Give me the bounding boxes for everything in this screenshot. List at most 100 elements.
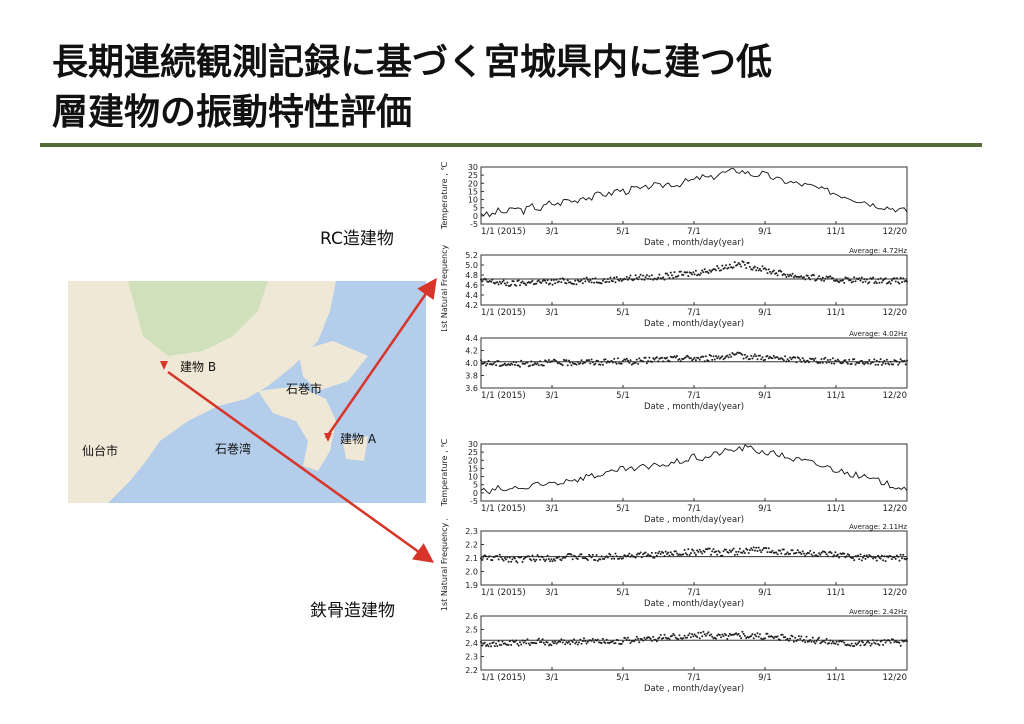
- data-point: [826, 555, 829, 558]
- data-point: [493, 645, 496, 648]
- data-point: [863, 554, 866, 557]
- data-point: [521, 560, 524, 563]
- data-point: [527, 642, 530, 645]
- data-point: [502, 559, 505, 562]
- data-point: [814, 357, 817, 360]
- data-point: [673, 355, 676, 358]
- data-point: [537, 279, 540, 282]
- x-tick-label: 11/1: [826, 504, 845, 514]
- data-point: [578, 641, 580, 644]
- map-oshika: [258, 386, 336, 471]
- data-point: [718, 634, 721, 636]
- data-point: [490, 280, 493, 283]
- data-point: [529, 364, 531, 367]
- y-axis-label: 1st Natural Frequency , Hz: [440, 519, 449, 611]
- data-point: [808, 552, 810, 555]
- data-point: [815, 360, 818, 363]
- data-point: [902, 277, 905, 280]
- data-point: [599, 363, 602, 366]
- data-point: [692, 549, 695, 552]
- data-point: [547, 359, 550, 361]
- data-point: [512, 280, 515, 283]
- data-point: [836, 643, 839, 646]
- data-point: [875, 359, 878, 362]
- data-point: [855, 643, 858, 646]
- data-point: [530, 360, 533, 363]
- data-point: [679, 360, 682, 363]
- data-point: [715, 637, 717, 640]
- data-point: [579, 362, 582, 365]
- data-point: [627, 278, 629, 281]
- data-point: [853, 559, 856, 562]
- data-point: [547, 558, 550, 560]
- data-point: [649, 554, 652, 557]
- data-point: [555, 278, 558, 281]
- data-point: [520, 643, 523, 646]
- data-point: [668, 638, 671, 641]
- data-point: [570, 364, 573, 367]
- data-point: [640, 278, 643, 281]
- y-tick-label: 20: [468, 179, 478, 188]
- data-point: [710, 270, 712, 273]
- data-point: [642, 274, 645, 277]
- data-point: [498, 553, 501, 556]
- data-point: [795, 640, 798, 642]
- data-point: [629, 359, 632, 362]
- data-point: [740, 265, 743, 268]
- data-point: [747, 261, 750, 264]
- data-point: [529, 558, 531, 561]
- data-point: [652, 357, 655, 360]
- data-point: [877, 643, 880, 645]
- data-point: [852, 280, 854, 283]
- data-point: [902, 553, 905, 556]
- data-point: [615, 362, 618, 365]
- data-point: [716, 553, 719, 556]
- data-point: [838, 556, 841, 559]
- data-point: [647, 277, 650, 280]
- data-point: [869, 644, 872, 647]
- data-point: [829, 639, 832, 642]
- data-point: [720, 356, 722, 359]
- data-point: [743, 552, 746, 554]
- average-label: Average: 4.72Hz: [849, 247, 907, 255]
- data-point: [689, 357, 692, 360]
- data-point: [647, 553, 650, 556]
- data-point: [751, 633, 754, 636]
- data-point: [629, 642, 632, 644]
- data-point: [742, 261, 745, 264]
- data-point: [610, 360, 613, 362]
- data-point: [791, 272, 794, 275]
- data-point: [603, 558, 606, 560]
- data-point: [596, 559, 599, 562]
- data-point: [841, 361, 844, 364]
- data-point: [613, 357, 616, 360]
- data-point: [546, 641, 549, 644]
- data-point: [835, 360, 838, 363]
- x-tick-label: 7/1: [687, 504, 701, 514]
- y-tick-label: 4.0: [465, 359, 478, 368]
- data-point: [624, 278, 627, 281]
- data-point: [580, 553, 583, 556]
- data-point: [488, 555, 491, 558]
- data-point: [678, 358, 681, 360]
- data-point: [557, 361, 560, 364]
- data-point: [791, 635, 794, 638]
- data-point: [551, 360, 554, 363]
- data-point: [634, 638, 637, 641]
- data-point: [662, 637, 665, 639]
- data-point: [697, 550, 700, 553]
- data-point: [549, 282, 552, 285]
- data-point: [752, 637, 755, 640]
- data-point: [775, 272, 778, 275]
- data-point: [746, 355, 749, 358]
- data-point: [586, 278, 589, 281]
- data-point: [858, 640, 861, 643]
- data-point: [772, 637, 775, 640]
- data-point: [780, 552, 783, 555]
- data-point: [513, 557, 516, 560]
- data-point: [755, 546, 758, 549]
- data-point: [545, 558, 548, 561]
- data-point: [550, 644, 553, 647]
- data-point: [770, 551, 773, 554]
- data-point: [635, 277, 638, 279]
